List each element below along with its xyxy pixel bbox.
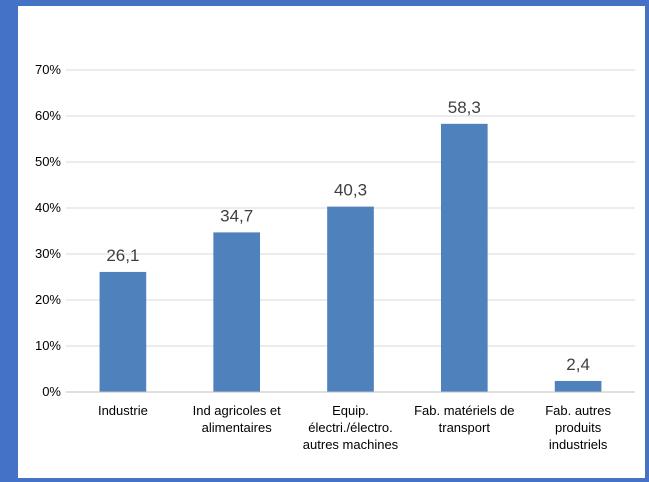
data-label: 26,1: [106, 246, 139, 265]
category-label: Fab. autres produits industriels: [545, 403, 611, 452]
category-label-line: autres machines: [303, 437, 399, 452]
y-tick-label: 50%: [35, 154, 61, 169]
bar-chart: 0% 10% 20% 30% 40% 50% 60% 70% 26,1 34,7 40,3 58,3…: [35, 62, 635, 452]
data-label: 2,4: [566, 355, 590, 374]
data-label: 34,7: [220, 206, 253, 225]
bar: [99, 271, 147, 392]
bar: [327, 206, 374, 392]
category-label-line: électri./électro.: [308, 420, 393, 435]
category-label: Fab. matériels de transport: [414, 403, 514, 435]
y-tick-label: 20%: [35, 292, 61, 307]
data-labels: 26,1 34,7 40,3 58,3 2,4: [106, 98, 590, 374]
bar: [554, 380, 602, 392]
category-label-line: transport: [439, 420, 491, 435]
category-label-line: alimentaires: [202, 420, 273, 435]
y-tick-label: 10%: [35, 338, 61, 353]
category-label-line: Ind agricoles et: [193, 403, 282, 418]
data-label: 58,3: [448, 98, 481, 117]
y-tick-label: 0%: [42, 384, 61, 399]
bar: [213, 232, 261, 392]
x-axis-category-labels: Industrie Ind agricoles et alimentaires Equ…: [98, 403, 612, 452]
bars: [99, 123, 602, 392]
bar: [440, 123, 488, 392]
chart-panel: 0% 10% 20% 30% 40% 50% 60% 70% 26,1 34,7 40,3 58,3…: [18, 6, 645, 478]
y-tick-label: 40%: [35, 200, 61, 215]
category-label: Industrie: [98, 403, 148, 418]
category-label-line: produits: [555, 420, 602, 435]
y-tick-label: 30%: [35, 246, 61, 261]
y-tick-label: 70%: [35, 62, 61, 77]
category-label-line: Fab. matériels de: [414, 403, 514, 418]
data-label: 40,3: [334, 181, 367, 200]
category-label: Equip. électri./électro. autres machines: [303, 403, 399, 452]
y-tick-label: 60%: [35, 108, 61, 123]
category-label-line: industriels: [549, 437, 608, 452]
y-axis-tick-labels: 0% 10% 20% 30% 40% 50% 60% 70%: [35, 62, 61, 399]
category-label: Ind agricoles et alimentaires: [193, 403, 282, 435]
category-label-line: Equip.: [332, 403, 369, 418]
category-label-line: Industrie: [98, 403, 148, 418]
category-label-line: Fab. autres: [545, 403, 611, 418]
